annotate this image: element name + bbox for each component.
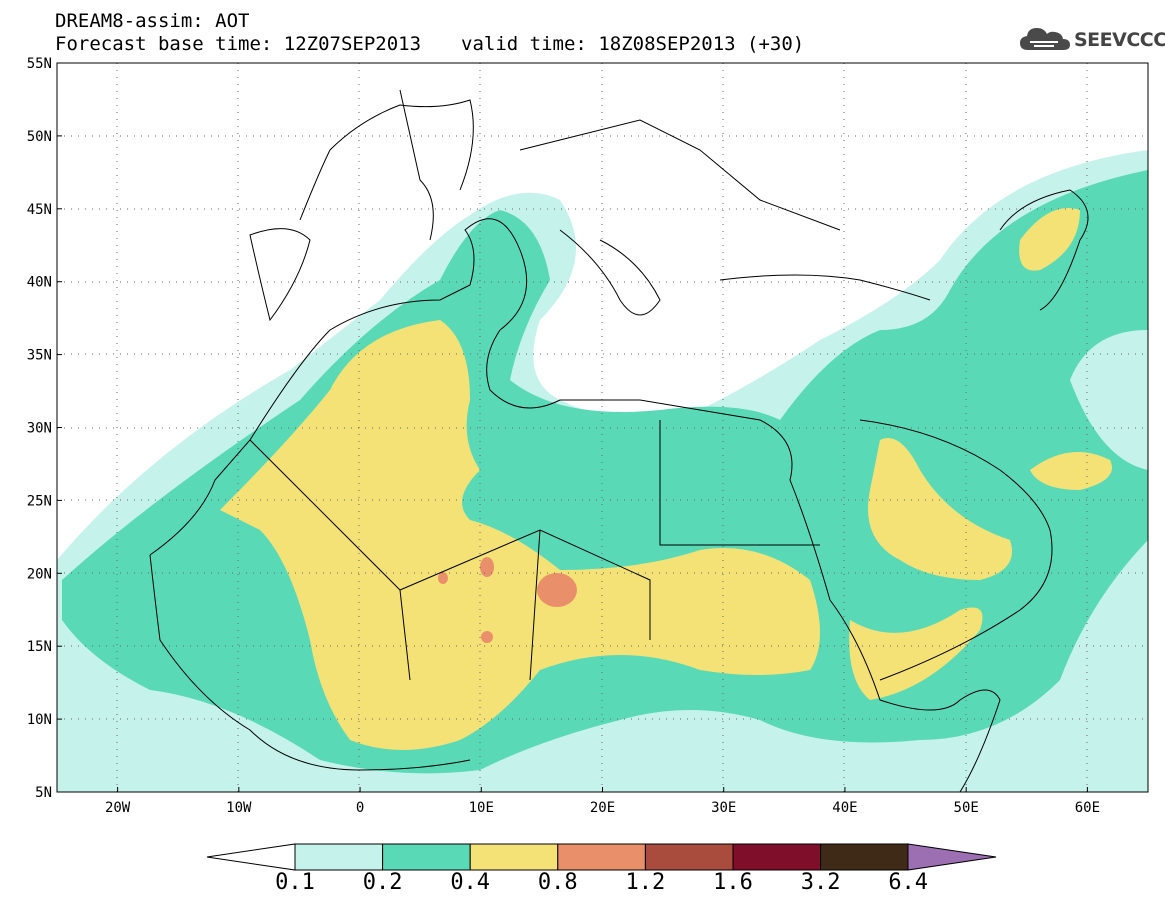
aot-band-0.8-nigeria (481, 631, 493, 643)
lat-label: 10N (27, 712, 52, 728)
lat-label: 50N (27, 129, 52, 145)
aot-band-0.4-caspian (1019, 208, 1080, 271)
lon-label: 10E (469, 800, 494, 816)
lat-label: 40N (27, 275, 52, 291)
lon-label: 50E (954, 800, 979, 816)
base-time: Forecast base time: 12Z07SEP2013 (55, 33, 422, 55)
colorbar-label: 0.1 (275, 870, 315, 895)
colorbar-under-arrow (206, 843, 296, 871)
aot-fields (57, 63, 1148, 792)
lat-label: 30N (27, 421, 52, 437)
valid-time: valid time: 18Z08SEP2013 (+30) (461, 33, 805, 55)
map-title: DREAM8-assim: AOT (55, 10, 250, 32)
aot-band-0.4-sahara (220, 320, 820, 750)
lon-label: 20W (105, 800, 131, 816)
aot-band-0.4-gulf (1030, 452, 1112, 490)
aot-band-0.8-niger-west (438, 572, 448, 584)
lon-label: 30E (711, 800, 736, 816)
aot-band-0.4-arabia (868, 438, 1012, 580)
aot-band-0.4-yemen (849, 607, 983, 700)
lat-label: 55N (27, 56, 52, 72)
lon-label: 40E (832, 800, 857, 816)
graticule (57, 63, 1148, 792)
colorbar-swatch (820, 843, 909, 871)
colorbar-label: 0.2 (362, 870, 403, 895)
lat-label: 15N (27, 639, 52, 655)
lat-label: 45N (27, 202, 52, 218)
colorbar-swatch (732, 843, 822, 871)
cloud-icon (1020, 28, 1070, 50)
forecast-times: Forecast base time: 12Z07SEP2013 valid ti… (55, 33, 804, 55)
colorbar-label: 6.4 (888, 870, 929, 895)
seevccc-logo: SEEVCCC (1018, 24, 1165, 54)
colorbar-over-arrow (907, 843, 997, 871)
colorbar-label: 0.4 (450, 870, 491, 895)
colorbar-swatch (382, 843, 471, 871)
colorbar-swatch (469, 843, 559, 871)
lon-label: 60E (1075, 800, 1100, 816)
colorbar (206, 843, 997, 871)
lon-label: 20E (590, 800, 615, 816)
lat-label: 5N (35, 785, 52, 801)
colorbar-swatch (294, 843, 384, 871)
logo-text: SEEVCCC (1074, 29, 1165, 51)
aot-band-0.8-niger (480, 557, 494, 577)
lon-label: 10W (226, 800, 252, 816)
aot-band-0.8-chad (537, 573, 577, 607)
lat-label: 20N (27, 566, 52, 582)
longitude-labels: 20W 10W 0 10E 20E 30E 40E 50E 60E (105, 787, 1100, 816)
colorbar-label: 0.8 (537, 870, 578, 895)
colorbar-swatch (557, 843, 646, 871)
colorbar-swatch (644, 843, 734, 871)
lat-label: 35N (27, 348, 52, 364)
colorbar-label: 1.6 (713, 870, 753, 895)
lat-label: 25N (27, 493, 52, 509)
colorbar-label: 3.2 (800, 870, 841, 895)
colorbar-label: 1.2 (625, 870, 666, 895)
latitude-labels: 55N 50N 45N 40N 35N 30N 25N 20N 15N 10N 5N (27, 56, 62, 801)
coastlines (149, 89, 1089, 792)
lon-label: 0 (356, 800, 364, 816)
